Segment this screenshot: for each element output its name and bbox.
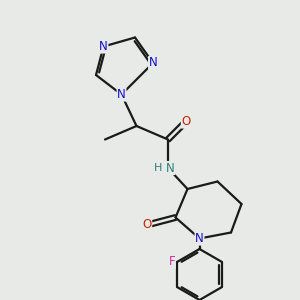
Text: N: N [166, 161, 175, 175]
Text: O: O [182, 115, 190, 128]
Text: F: F [169, 255, 175, 268]
Text: N: N [117, 88, 126, 101]
Text: O: O [142, 218, 152, 232]
Text: N: N [148, 56, 158, 70]
Text: H: H [154, 163, 163, 173]
Text: N: N [99, 40, 108, 53]
Text: N: N [195, 232, 204, 245]
